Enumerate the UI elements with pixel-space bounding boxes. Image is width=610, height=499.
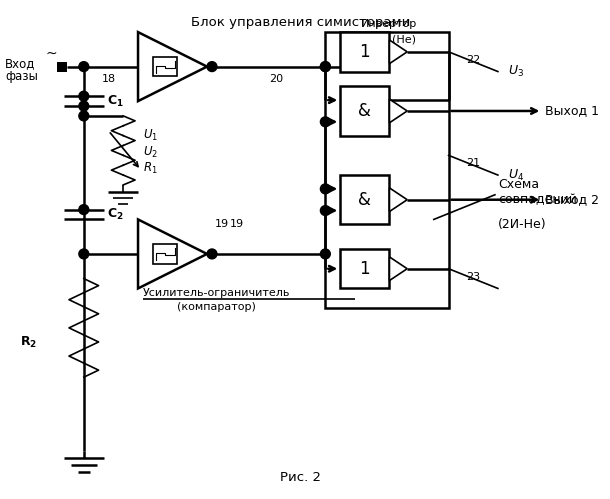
Circle shape (320, 62, 330, 71)
Bar (57, 62, 67, 71)
Text: 18: 18 (101, 74, 115, 84)
Text: фазы: фазы (5, 70, 38, 83)
Polygon shape (138, 32, 207, 101)
Circle shape (79, 249, 88, 259)
Text: (Не): (Не) (392, 34, 416, 44)
Bar (153, 244, 178, 264)
Text: (2И-Не): (2И-Не) (498, 218, 547, 231)
Text: (компаратор): (компаратор) (178, 302, 256, 312)
Text: 20: 20 (269, 74, 283, 84)
Text: $\mathbf{C_1}$: $\mathbf{C_1}$ (107, 94, 124, 109)
Text: $R_1$: $R_1$ (143, 161, 157, 176)
Text: &: & (358, 191, 371, 209)
Polygon shape (389, 99, 407, 123)
Text: 19: 19 (229, 220, 243, 230)
Text: ~: ~ (46, 47, 57, 61)
Circle shape (79, 101, 88, 111)
Text: Блок управления симисторами: Блок управления симисторами (191, 16, 411, 29)
Text: 1: 1 (359, 259, 370, 278)
Text: Схема: Схема (498, 179, 539, 192)
Text: $\mathbf{C_2}$: $\mathbf{C_2}$ (107, 207, 124, 222)
Circle shape (207, 249, 217, 259)
Text: Вход: Вход (5, 57, 35, 70)
Polygon shape (389, 257, 407, 280)
Text: $U_4$: $U_4$ (508, 168, 524, 183)
Circle shape (79, 91, 88, 101)
Bar (340, 86, 389, 136)
Circle shape (79, 111, 88, 121)
Text: Выход 1: Выход 1 (545, 104, 599, 117)
Text: $U_1$: $U_1$ (143, 128, 158, 143)
Circle shape (79, 62, 88, 71)
Circle shape (320, 206, 330, 216)
Text: совпадений: совпадений (498, 193, 577, 206)
Polygon shape (389, 40, 407, 64)
Text: Усилитель-ограничитель: Усилитель-ограничитель (143, 288, 290, 298)
Circle shape (320, 249, 330, 259)
Text: $\mathbf{R_2}$: $\mathbf{R_2}$ (20, 335, 37, 350)
Bar (340, 175, 389, 225)
Circle shape (207, 62, 217, 71)
Text: 1: 1 (359, 43, 370, 61)
Polygon shape (389, 188, 407, 212)
Text: Выход 2: Выход 2 (545, 193, 599, 206)
Text: 21: 21 (466, 158, 480, 168)
Circle shape (320, 62, 330, 71)
Bar (340, 32, 389, 71)
Bar (340, 249, 389, 288)
Text: 19: 19 (215, 220, 229, 230)
Text: &: & (358, 102, 371, 120)
Bar (325, 32, 448, 308)
Bar (153, 57, 178, 76)
Text: Рис. 2: Рис. 2 (280, 471, 321, 484)
Polygon shape (138, 220, 207, 288)
Circle shape (320, 184, 330, 194)
Circle shape (79, 205, 88, 215)
Text: Инвертор: Инвертор (361, 19, 418, 29)
Text: 23: 23 (466, 271, 480, 281)
Text: $U_2$: $U_2$ (143, 145, 158, 160)
Circle shape (320, 117, 330, 127)
Text: $U_3$: $U_3$ (508, 64, 524, 79)
Text: 22: 22 (466, 55, 480, 65)
